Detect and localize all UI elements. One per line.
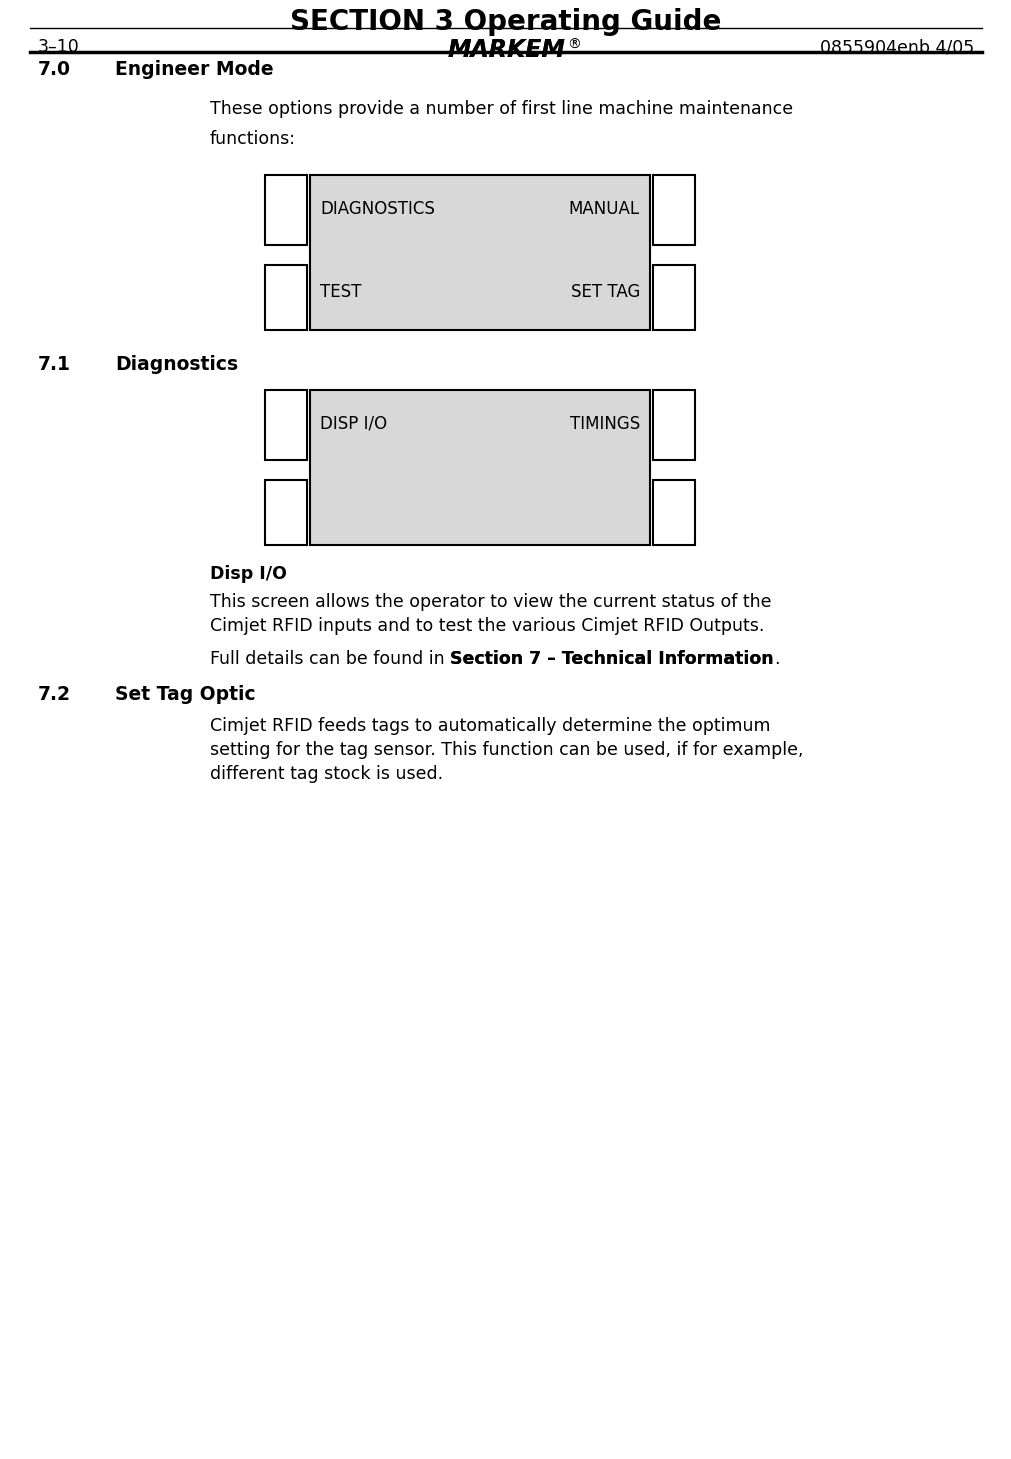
Text: Diagnostics: Diagnostics <box>115 355 238 374</box>
Bar <box>265 266 306 330</box>
Text: MARKEM: MARKEM <box>447 38 564 61</box>
Text: DIAGNOSTICS: DIAGNOSTICS <box>319 200 435 217</box>
Bar <box>265 390 306 460</box>
Text: TIMINGS: TIMINGS <box>569 414 639 433</box>
Text: 7.2: 7.2 <box>38 684 71 705</box>
Text: Disp I/O: Disp I/O <box>210 565 286 584</box>
Bar <box>265 480 306 546</box>
Text: ®: ® <box>566 38 580 53</box>
Bar <box>265 175 306 245</box>
Text: 7.0: 7.0 <box>38 60 71 79</box>
Bar <box>652 175 695 245</box>
Text: SET TAG: SET TAG <box>570 283 639 301</box>
Text: Cimjet RFID feeds tags to automatically determine the optimum: Cimjet RFID feeds tags to automatically … <box>210 716 769 735</box>
Bar <box>652 390 695 460</box>
Text: Section 7 – Technical Information: Section 7 – Technical Information <box>450 651 773 668</box>
Text: MARKEM: MARKEM <box>447 38 564 61</box>
Text: Cimjet RFID inputs and to test the various Cimjet RFID Outputs.: Cimjet RFID inputs and to test the vario… <box>210 617 763 635</box>
Text: DISP I/O: DISP I/O <box>319 414 387 433</box>
Text: TEST: TEST <box>319 283 361 301</box>
Text: setting for the tag sensor. This function can be used, if for example,: setting for the tag sensor. This functio… <box>210 741 803 759</box>
Text: different tag stock is used.: different tag stock is used. <box>210 765 443 783</box>
Text: SECTION 3 Operating Guide: SECTION 3 Operating Guide <box>290 7 721 36</box>
Text: Set Tag Optic: Set Tag Optic <box>115 684 256 705</box>
Text: 3–10: 3–10 <box>38 38 80 55</box>
Text: Full details can be found in: Full details can be found in <box>210 651 450 668</box>
Bar <box>309 175 649 330</box>
Text: MANUAL: MANUAL <box>568 200 639 217</box>
Text: These options provide a number of first line machine maintenance: These options provide a number of first … <box>210 101 793 118</box>
Bar <box>652 480 695 546</box>
Bar <box>652 266 695 330</box>
Text: functions:: functions: <box>210 130 295 147</box>
Text: Engineer Mode: Engineer Mode <box>115 60 273 79</box>
Text: Section 7 – Technical Information: Section 7 – Technical Information <box>450 651 773 668</box>
Text: 7.1: 7.1 <box>38 355 71 374</box>
Bar <box>309 390 649 546</box>
Text: 0855904enb 4/05: 0855904enb 4/05 <box>819 38 973 55</box>
Text: .: . <box>773 651 778 668</box>
Text: This screen allows the operator to view the current status of the: This screen allows the operator to view … <box>210 592 770 611</box>
